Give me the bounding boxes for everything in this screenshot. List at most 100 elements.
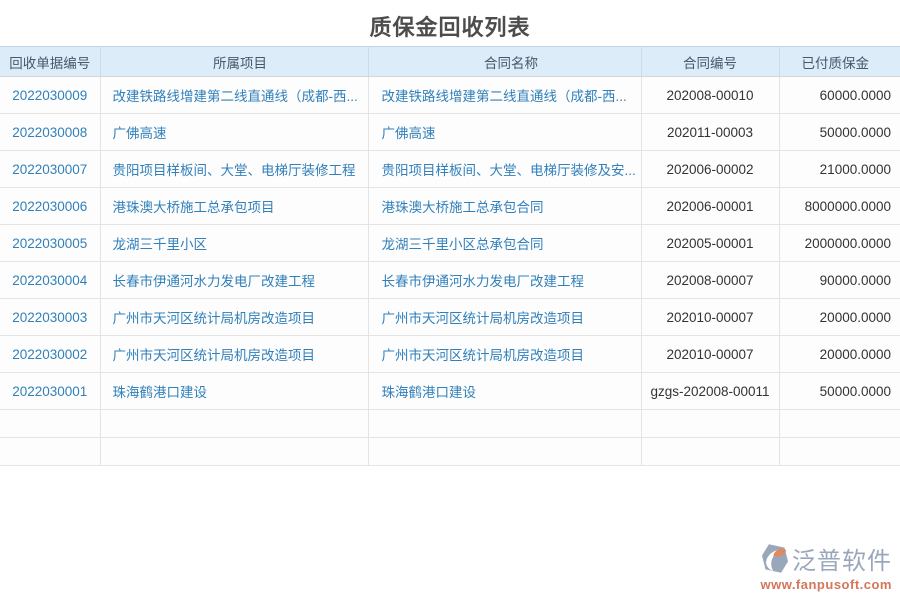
cell-recovery-doc-no: 2022030008 xyxy=(0,113,101,151)
cell-contract-no: 202006-00001 xyxy=(641,187,780,225)
table-row: 2022030001 珠海鹤港口建设 珠海鹤港口建设 gzgs-202008-0001… xyxy=(0,372,900,410)
cell-contract-name: 广州市天河区统计局机房改造项目 xyxy=(368,298,642,336)
cell-contract-name: 广州市天河区统计局机房改造项目 xyxy=(368,335,642,373)
cell-contract-name-link[interactable]: 广州市天河区统计局机房改造项目 xyxy=(381,348,585,363)
empty-cell xyxy=(641,437,780,466)
cell-contract-name: 珠海鹤港口建设 xyxy=(368,372,642,410)
cell-project: 港珠澳大桥施工总承包项目 xyxy=(100,187,369,225)
cell-paid-retention: 8000000.0000 xyxy=(779,187,900,225)
cell-project-link[interactable]: 贵阳项目样板间、大堂、电梯厅装修工程 xyxy=(112,163,356,178)
empty-cell xyxy=(100,437,369,466)
vendor-watermark: 泛普软件 www.fanpusoft.com xyxy=(760,541,892,592)
cell-project: 珠海鹤港口建设 xyxy=(100,372,369,410)
cell-recovery-doc-no: 2022030009 xyxy=(0,76,101,114)
cell-project-link[interactable]: 港珠澳大桥施工总承包项目 xyxy=(112,200,275,215)
empty-cell xyxy=(0,437,101,466)
cell-recovery-doc-no: 2022030005 xyxy=(0,224,101,262)
cell-project-link[interactable]: 广佛高速 xyxy=(112,126,167,141)
cell-recovery-doc-no: 2022030002 xyxy=(0,335,101,373)
cell-recovery-doc-no-link[interactable]: 2022030006 xyxy=(12,198,88,214)
brand-name: 泛普软件 xyxy=(792,548,892,575)
cell-project: 广佛高速 xyxy=(100,113,369,151)
cell-contract-no: 202011-00003 xyxy=(641,113,780,151)
cell-project: 广州市天河区统计局机房改造项目 xyxy=(100,335,369,373)
cell-contract-name: 龙湖三千里小区总承包合同 xyxy=(368,224,642,262)
cell-contract-name: 改建铁路线增建第二线直通线（成都-西... xyxy=(368,76,642,114)
cell-paid-retention: 90000.0000 xyxy=(779,261,900,299)
cell-project-link[interactable]: 龙湖三千里小区 xyxy=(112,237,208,252)
cell-recovery-doc-no: 2022030006 xyxy=(0,187,101,225)
cell-recovery-doc-no-link[interactable]: 2022030007 xyxy=(12,161,88,177)
cell-contract-name-link[interactable]: 广州市天河区统计局机房改造项目 xyxy=(381,311,585,326)
cell-project-link[interactable]: 长春市伊通河水力发电厂改建工程 xyxy=(112,274,316,289)
cell-project: 龙湖三千里小区 xyxy=(100,224,369,262)
cell-contract-no: 202010-00007 xyxy=(641,335,780,373)
table-row: 2022030004 长春市伊通河水力发电厂改建工程 长春市伊通河水力发电厂改建工程… xyxy=(0,261,900,299)
empty-cell xyxy=(641,409,780,438)
cell-paid-retention: 20000.0000 xyxy=(779,298,900,336)
empty-table-row xyxy=(0,409,900,438)
empty-cell xyxy=(368,437,642,466)
cell-recovery-doc-no-link[interactable]: 2022030003 xyxy=(12,309,88,325)
table-header-row: 回收单据编号 所属项目 合同名称 合同编号 已付质保金 xyxy=(0,46,900,77)
cell-contract-name-link[interactable]: 珠海鹤港口建设 xyxy=(381,385,477,400)
cell-contract-no: 202005-00001 xyxy=(641,224,780,262)
brand-url: www.fanpusoft.com xyxy=(760,577,892,592)
cell-paid-retention: 50000.0000 xyxy=(779,372,900,410)
cell-recovery-doc-no: 2022030007 xyxy=(0,150,101,188)
table-row: 2022030002 广州市天河区统计局机房改造项目 广州市天河区统计局机房改造项目… xyxy=(0,335,900,373)
empty-cell xyxy=(368,409,642,438)
cell-recovery-doc-no: 2022030004 xyxy=(0,261,101,299)
cell-recovery-doc-no-link[interactable]: 2022030002 xyxy=(12,346,88,362)
cell-recovery-doc-no: 2022030003 xyxy=(0,298,101,336)
cell-contract-name: 广佛高速 xyxy=(368,113,642,151)
cell-contract-name-link[interactable]: 港珠澳大桥施工总承包合同 xyxy=(381,200,544,215)
cell-contract-name-link[interactable]: 龙湖三千里小区总承包合同 xyxy=(381,237,544,252)
table-row: 2022030005 龙湖三千里小区 龙湖三千里小区总承包合同 202005-0000… xyxy=(0,224,900,262)
empty-table-row xyxy=(0,437,900,466)
cell-contract-no: 202010-00007 xyxy=(641,298,780,336)
cell-recovery-doc-no: 2022030001 xyxy=(0,372,101,410)
cell-contract-no: gzgs-202008-00011 xyxy=(641,372,780,410)
table-row: 2022030003 广州市天河区统计局机房改造项目 广州市天河区统计局机房改造项目… xyxy=(0,298,900,336)
table-row: 2022030007 贵阳项目样板间、大堂、电梯厅装修工程 贵阳项目样板间、大堂、电… xyxy=(0,150,900,188)
cell-paid-retention: 60000.0000 xyxy=(779,76,900,114)
cell-paid-retention: 21000.0000 xyxy=(779,150,900,188)
recovery-list-table: 回收单据编号 所属项目 合同名称 合同编号 已付质保金 2022030009 改建… xyxy=(0,46,900,466)
cell-contract-name: 贵阳项目样板间、大堂、电梯厅装修及安... xyxy=(368,150,642,188)
cell-paid-retention: 50000.0000 xyxy=(779,113,900,151)
empty-cell xyxy=(779,437,900,466)
cell-contract-name-link[interactable]: 改建铁路线增建第二线直通线（成都-西... xyxy=(381,89,627,104)
cell-contract-name-link[interactable]: 贵阳项目样板间、大堂、电梯厅装修及安... xyxy=(381,163,636,178)
table-row: 2022030006 港珠澳大桥施工总承包项目 港珠澳大桥施工总承包合同 202006… xyxy=(0,187,900,225)
cell-contract-name: 港珠澳大桥施工总承包合同 xyxy=(368,187,642,225)
column-header-contract-no: 合同编号 xyxy=(641,46,780,77)
cell-paid-retention: 2000000.0000 xyxy=(779,224,900,262)
column-header-contract-name: 合同名称 xyxy=(368,46,642,77)
page-title: 质保金回收列表 xyxy=(369,15,531,40)
cell-contract-no: 202008-00007 xyxy=(641,261,780,299)
empty-cell xyxy=(100,409,369,438)
cell-contract-name: 长春市伊通河水力发电厂改建工程 xyxy=(368,261,642,299)
column-header-recovery-doc-no: 回收单据编号 xyxy=(0,46,101,77)
cell-recovery-doc-no-link[interactable]: 2022030009 xyxy=(12,87,88,103)
cell-contract-name-link[interactable]: 广佛高速 xyxy=(381,126,436,141)
column-header-project: 所属项目 xyxy=(100,46,369,77)
cell-recovery-doc-no-link[interactable]: 2022030001 xyxy=(12,383,88,399)
cell-recovery-doc-no-link[interactable]: 2022030004 xyxy=(12,272,88,288)
fanpu-logo-icon xyxy=(762,544,788,573)
cell-contract-name-link[interactable]: 长春市伊通河水力发电厂改建工程 xyxy=(381,274,585,289)
empty-cell xyxy=(779,409,900,438)
cell-recovery-doc-no-link[interactable]: 2022030008 xyxy=(12,124,88,140)
table-row: 2022030009 改建铁路线增建第二线直通线（成都-西... 改建铁路线增建第二… xyxy=(0,76,900,114)
cell-project: 贵阳项目样板间、大堂、电梯厅装修工程 xyxy=(100,150,369,188)
cell-project-link[interactable]: 广州市天河区统计局机房改造项目 xyxy=(112,311,316,326)
cell-project: 改建铁路线增建第二线直通线（成都-西... xyxy=(100,76,369,114)
empty-cell xyxy=(0,409,101,438)
cell-recovery-doc-no-link[interactable]: 2022030005 xyxy=(12,235,88,251)
cell-project: 长春市伊通河水力发电厂改建工程 xyxy=(100,261,369,299)
cell-contract-no: 202008-00010 xyxy=(641,76,780,114)
cell-project-link[interactable]: 广州市天河区统计局机房改造项目 xyxy=(112,348,316,363)
cell-project-link[interactable]: 珠海鹤港口建设 xyxy=(112,385,208,400)
cell-project-link[interactable]: 改建铁路线增建第二线直通线（成都-西... xyxy=(112,89,358,104)
